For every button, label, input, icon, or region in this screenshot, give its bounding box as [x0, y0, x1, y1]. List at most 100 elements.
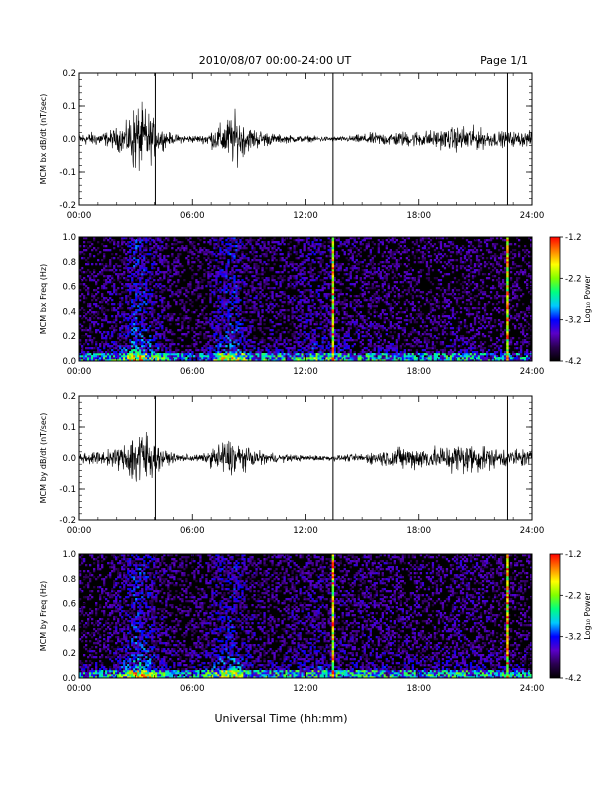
spectrogram-cell [143, 301, 146, 304]
spectrogram-cell [151, 301, 154, 304]
spectrogram-cell [355, 299, 358, 302]
spectrogram-cell [401, 353, 405, 356]
spectrogram-cell [159, 355, 162, 358]
spectrogram-cell [149, 253, 152, 256]
spectrogram-cell [263, 253, 266, 256]
spectrogram-cell [115, 319, 118, 322]
spectrogram-cell [81, 257, 84, 260]
spectrogram-cell [175, 243, 178, 246]
spectrogram-cell [321, 333, 324, 336]
spectrogram-cell [197, 319, 200, 322]
spectrogram-cell [131, 313, 134, 316]
spectrogram-cell [113, 331, 116, 334]
spectrogram-cell [389, 311, 392, 314]
spectrogram-cell [371, 357, 374, 360]
spectrogram-cell [357, 253, 360, 256]
spectrogram-cell [97, 259, 100, 262]
spectrogram-cell [361, 353, 364, 356]
spectrogram-cell [311, 259, 314, 262]
spectrogram-cell [379, 339, 382, 342]
spectrogram-cell [329, 249, 332, 252]
spectrogram-cell [405, 251, 409, 254]
spectrogram-cell [91, 299, 94, 302]
spectrogram-cell [219, 295, 222, 298]
spectrogram-cell [385, 267, 388, 270]
spectrogram-cell [257, 355, 260, 358]
spectrogram-cell [209, 357, 212, 360]
spectrogram-cell [383, 301, 386, 304]
spectrogram-cell [151, 313, 154, 316]
spectrogram-cell [289, 355, 292, 358]
spectrogram-cell [365, 245, 368, 248]
spectrogram-cell [131, 325, 134, 328]
spectrogram-cell [345, 293, 348, 296]
spectrogram-cell [317, 327, 320, 330]
spectrogram-cell [341, 309, 344, 312]
spectrogram-cell [183, 307, 186, 310]
spectrogram-cell [129, 275, 132, 278]
spectrogram-cell [221, 269, 224, 272]
spectrogram-cell [207, 335, 210, 338]
spectrogram-cell [85, 329, 88, 332]
spectrogram-cell [207, 249, 210, 252]
spectrogram-cell [145, 247, 148, 250]
spectrogram-cell [145, 287, 148, 290]
spectrogram-cell [241, 271, 244, 274]
spectrogram-cell [315, 321, 318, 324]
spectrogram-cell [381, 325, 384, 328]
spectrogram-cell [209, 347, 212, 350]
spectrogram-cell [393, 257, 396, 260]
spectrogram-cell [127, 325, 130, 328]
spectrogram-cell [267, 353, 270, 356]
spectrogram-cell [385, 259, 388, 262]
spectrogram-cell [171, 275, 174, 278]
spectrogram-cell [211, 251, 214, 254]
spectrogram-cell [187, 345, 190, 348]
spectrogram-cell [153, 339, 156, 342]
spectrogram-cell [217, 357, 220, 360]
spectrogram-cell [309, 313, 312, 316]
spectrogram-cell [381, 287, 384, 290]
spectrogram-cell [185, 289, 188, 292]
spectrogram-cell [117, 333, 120, 336]
spectrogram-cell [247, 271, 250, 274]
spectrogram-cell [169, 329, 172, 332]
spectrogram-cell [385, 353, 388, 356]
spectrogram-cell [89, 313, 92, 316]
spectrogram-cell [231, 291, 234, 294]
spectrogram-cell [211, 349, 214, 352]
spectrogram-cell [255, 309, 258, 312]
spectrogram-cell [271, 311, 274, 314]
spectrogram-cell [347, 339, 350, 342]
spectrogram-cell [113, 341, 116, 344]
spectrogram-cell [273, 299, 276, 302]
spectrogram-cell [417, 315, 421, 318]
spectrogram-cell [305, 333, 308, 336]
spectrogram-cell [417, 295, 421, 298]
spectrogram-cell [321, 341, 324, 344]
spectrogram-cell [399, 321, 403, 324]
spectrogram-cell [281, 257, 284, 260]
spectrogram-cell [349, 267, 352, 270]
spectrogram-cell [81, 347, 84, 350]
spectrogram-cell [253, 307, 256, 310]
spectrogram-cell [307, 243, 310, 246]
spectrogram-cell [137, 291, 140, 294]
spectrogram-cell [387, 347, 390, 350]
spectrogram-cell [329, 275, 332, 278]
spectrogram-cell [151, 323, 154, 326]
spectrogram-cell [261, 303, 264, 306]
spectrogram-cell [401, 327, 405, 330]
spectrogram-cell [197, 355, 200, 358]
spectrogram-cell [363, 239, 366, 242]
spectrogram-cell [417, 271, 421, 274]
spectrogram-cell [351, 307, 354, 310]
spectrogram-cell [173, 259, 176, 262]
spectrogram-cell [387, 273, 390, 276]
spectrogram-cell [143, 325, 146, 328]
spectrogram-cell [135, 271, 138, 274]
spectrogram-cell [201, 359, 204, 362]
spectrogram-cell [347, 315, 350, 318]
spectrogram-cell [349, 355, 352, 358]
spectrogram-cell [367, 353, 370, 356]
